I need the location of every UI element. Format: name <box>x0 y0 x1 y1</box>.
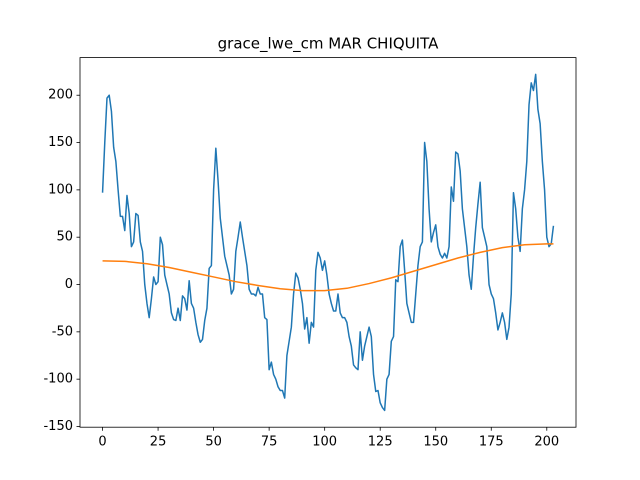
x-tick-label: 200 <box>534 435 559 450</box>
x-tick-label: 75 <box>261 435 278 450</box>
y-tick-label: 50 <box>56 230 73 245</box>
y-tick-label: 150 <box>48 135 73 150</box>
series-line <box>101 73 555 412</box>
series-line <box>102 243 554 292</box>
y-tick-label: 100 <box>48 182 73 197</box>
y-tick-label: -50 <box>52 324 73 339</box>
x-tick-label: 0 <box>98 435 106 450</box>
plot-frame <box>79 57 577 428</box>
y-tick-label: -150 <box>43 419 73 434</box>
x-tick-label: 25 <box>150 435 167 450</box>
chart-title: grace_lwe_cm MAR CHIQUITA <box>218 35 439 54</box>
y-tick-label: 0 <box>65 277 73 292</box>
y-tick-label: -100 <box>43 372 73 387</box>
x-tick-label: 50 <box>205 435 222 450</box>
y-tick-label: 200 <box>48 88 73 103</box>
x-tick-label: 125 <box>368 435 393 450</box>
x-tick-label: 100 <box>312 435 337 450</box>
x-tick-label: 175 <box>479 435 504 450</box>
x-tick-label: 150 <box>423 435 448 450</box>
